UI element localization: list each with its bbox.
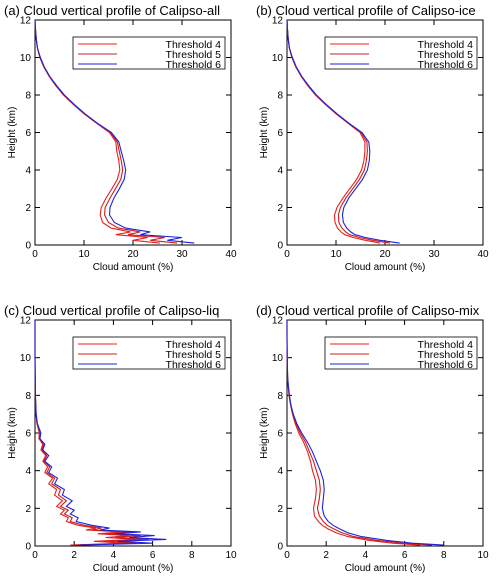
x-axis-label: Cloud amount (%) [93,262,174,273]
y-tick-label: 6 [277,429,283,440]
x-tick-label: 0 [284,249,290,260]
legend-label: Threshold 4 [418,339,474,351]
series-line-threshold-6 [34,19,195,244]
y-tick-label: 10 [20,353,32,364]
chart-title: (a) Cloud vertical profile of Calipso-al… [4,3,220,18]
y-tick-label: 8 [277,91,283,102]
x-tick-label: 8 [189,550,195,561]
y-axis-label: Height (km) [7,107,18,159]
x-tick-label: 4 [111,550,117,561]
x-tick-label: 10 [225,550,237,561]
y-axis-label: Height (km) [259,407,270,459]
y-tick-label: 4 [25,466,31,477]
chart-panel-4: (d) Cloud vertical profile of Calipso-mi… [256,303,489,574]
chart-panel-2: (b) Cloud vertical profile of Calipso-ic… [256,3,489,273]
chart-panel-3: (c) Cloud vertical profile of Calipso-li… [4,303,237,574]
x-tick-label: 6 [150,550,156,561]
y-tick-label: 10 [272,53,284,64]
x-tick-label: 10 [477,550,489,561]
legend-label: Threshold 6 [418,59,474,71]
y-tick-label: 2 [25,203,31,214]
y-tick-label: 10 [272,353,284,364]
x-tick-label: 0 [32,550,38,561]
x-tick-label: 20 [127,249,139,260]
chart-title: (d) Cloud vertical profile of Calipso-mi… [256,303,480,318]
y-tick-label: 0 [25,241,31,252]
x-axis-label: Cloud amount (%) [345,563,426,574]
y-tick-label: 0 [277,241,283,252]
series-line-threshold-6 [286,19,400,244]
y-tick-label: 6 [25,128,31,139]
chart-panel-1: (a) Cloud vertical profile of Calipso-al… [4,3,237,273]
legend-label: Threshold 6 [166,59,222,71]
y-tick-label: 12 [20,316,32,327]
legend-label: Threshold 5 [418,349,474,361]
legend-label: Threshold 5 [166,49,222,61]
x-tick-label: 10 [330,249,342,260]
legend-label: Threshold 5 [166,349,222,361]
y-tick-label: 2 [277,504,283,515]
legend-label: Threshold 4 [166,339,222,351]
y-tick-label: 12 [20,16,32,27]
legend-label: Threshold 6 [166,359,222,371]
y-tick-label: 2 [277,203,283,214]
series-line-threshold-6 [286,320,444,546]
x-tick-label: 2 [323,550,329,561]
y-tick-label: 8 [25,391,31,402]
legend-label: Threshold 5 [418,49,474,61]
x-tick-label: 20 [379,249,391,260]
legend-label: Threshold 4 [418,39,474,51]
x-tick-label: 40 [225,249,237,260]
x-axis-label: Cloud amount (%) [93,563,174,574]
y-tick-label: 4 [277,466,283,477]
x-tick-label: 8 [441,550,447,561]
series-line-threshold-6 [34,320,167,546]
y-tick-label: 12 [272,316,284,327]
x-tick-label: 4 [363,550,369,561]
y-tick-label: 2 [25,504,31,515]
y-axis-label: Height (km) [7,407,18,459]
y-tick-label: 6 [277,128,283,139]
legend-label: Threshold 4 [166,39,222,51]
y-tick-label: 0 [277,542,283,553]
chart-title: (b) Cloud vertical profile of Calipso-ic… [256,3,476,18]
y-axis-label: Height (km) [259,107,270,159]
x-tick-label: 30 [428,249,440,260]
x-tick-label: 10 [78,249,90,260]
y-tick-label: 8 [277,391,283,402]
y-tick-label: 12 [272,16,284,27]
y-tick-label: 6 [25,429,31,440]
x-tick-label: 40 [477,249,489,260]
x-tick-label: 30 [176,249,188,260]
y-tick-label: 0 [25,542,31,553]
x-tick-label: 2 [71,550,77,561]
legend-label: Threshold 6 [418,359,474,371]
x-tick-label: 0 [284,550,290,561]
chart-title: (c) Cloud vertical profile of Calipso-li… [4,303,219,318]
y-tick-label: 4 [277,166,283,177]
y-tick-label: 4 [25,166,31,177]
x-tick-label: 6 [402,550,408,561]
x-axis-label: Cloud amount (%) [345,262,426,273]
x-tick-label: 0 [32,249,38,260]
y-tick-label: 10 [20,53,32,64]
y-tick-label: 8 [25,91,31,102]
